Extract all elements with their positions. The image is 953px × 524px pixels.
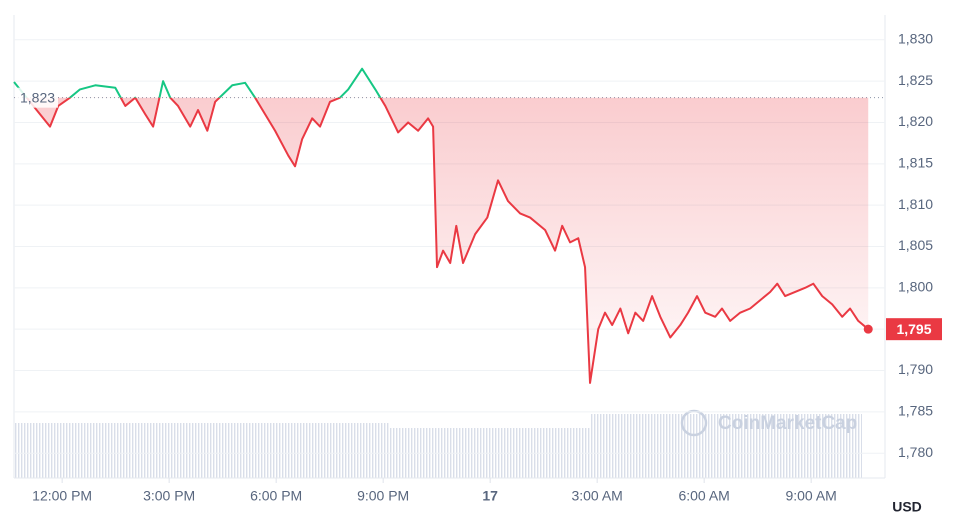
area-fill	[14, 97, 869, 383]
currency-label: USD	[892, 499, 922, 515]
watermark: CoinMarketCap	[680, 409, 857, 437]
y-tick-label: 1,785	[898, 403, 933, 419]
y-tick-label: 1,810	[898, 196, 933, 212]
reference-label: 1,823	[20, 89, 55, 105]
price-line-below	[25, 97, 869, 384]
watermark-text: CoinMarketCap	[718, 413, 857, 434]
x-tick-label: 17	[482, 488, 498, 504]
x-tick-label: 12:00 PM	[32, 488, 92, 504]
x-tick-label: 6:00 AM	[678, 488, 729, 504]
y-tick-label: 1,820	[898, 113, 933, 129]
x-tick-label: 6:00 PM	[250, 488, 302, 504]
current-price-label: 1,795	[896, 321, 931, 337]
x-tick-label: 3:00 PM	[143, 488, 195, 504]
last-point	[863, 324, 873, 334]
x-tick-label: 9:00 PM	[357, 488, 409, 504]
y-tick-label: 1,790	[898, 361, 933, 377]
y-tick-label: 1,805	[898, 237, 933, 253]
x-tick-label: 9:00 AM	[785, 488, 836, 504]
y-tick-label: 1,825	[898, 72, 933, 88]
reference-label-bg	[16, 87, 58, 108]
current-price-box	[886, 318, 942, 341]
y-tick-label: 1,780	[898, 444, 933, 460]
y-tick-label: 1,800	[898, 279, 933, 295]
x-tick-label: 3:00 AM	[571, 488, 622, 504]
y-tick-label: 1,815	[898, 155, 933, 171]
y-tick-label: 1,830	[898, 31, 933, 47]
